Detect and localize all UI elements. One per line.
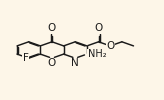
Text: N: N (71, 58, 79, 68)
Text: O: O (48, 58, 56, 68)
Text: F: F (23, 53, 29, 63)
Text: O: O (94, 23, 103, 33)
Text: O: O (106, 41, 114, 51)
Text: O: O (48, 23, 56, 33)
Text: NH₂: NH₂ (88, 49, 106, 59)
